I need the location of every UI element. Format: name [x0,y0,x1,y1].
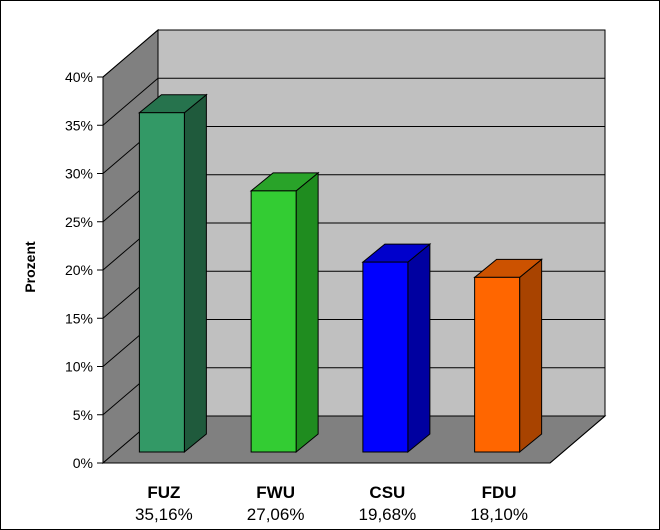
value-label: 19,68% [359,505,417,524]
gridline [102,77,605,126]
y-tick-label: 20% [65,262,93,278]
y-tick-label: 35% [65,117,93,133]
bar-front [474,276,521,453]
bar-front [362,261,409,453]
bar-front [138,112,185,453]
bars [137,93,544,454]
gridline [102,29,605,78]
y-axis-title: Prozent [22,241,38,293]
value-label: 27,06% [247,505,305,524]
category-label: FUZ [147,483,180,502]
y-tick-label: 25% [65,214,93,230]
y-tick-label: 10% [65,359,93,375]
y-axis: 0% 5% 10% 15% 20% 25% 30% 35% 40% [65,30,606,471]
bar [473,258,544,454]
category-label: CSU [369,483,405,502]
y-tick-label: 5% [73,407,93,423]
y-tick-label: 30% [65,166,93,182]
bar-side [295,171,319,454]
x-axis-line [103,30,606,464]
bar-front [250,190,297,453]
value-label: 18,10% [470,505,528,524]
value-label: 35,16% [135,505,193,524]
bar [249,171,320,454]
bar-side [519,258,543,454]
bar [137,93,208,454]
y-tick-label: 40% [65,69,93,85]
bar [361,243,432,454]
y-tick-label: 0% [73,455,93,471]
y-tick-label: 15% [65,310,93,326]
category-label: FWU [256,483,295,502]
category-labels: FUZ 35,16% FWU 27,06% CSU 19,68% FDU 18,10% [135,483,528,524]
bar-side [183,93,207,454]
category-label: FDU [482,483,517,502]
bar-side [407,243,431,454]
